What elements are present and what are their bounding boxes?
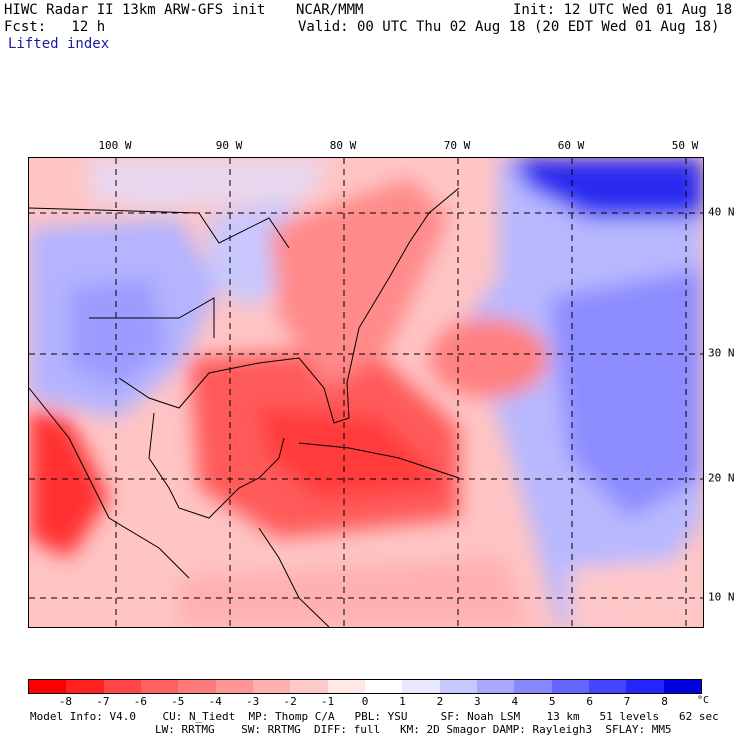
- colorbar-swatch: [514, 680, 552, 693]
- colorbar-swatch: [66, 680, 104, 693]
- colorbar-tick-label: -8: [58, 695, 73, 708]
- colorbar-unit: °C: [697, 695, 710, 706]
- colorbar: [28, 679, 702, 694]
- colorbar-tick-label: -1: [320, 695, 335, 708]
- colorbar-swatch: [588, 680, 627, 693]
- map-canvas: [29, 158, 703, 627]
- lat-label-20n: 20 N: [708, 471, 735, 485]
- colorbar-swatch: [103, 680, 141, 693]
- field-shading: [29, 158, 703, 627]
- colorbar-tick-label: -3: [246, 695, 260, 708]
- colorbar-tick-label: -4: [208, 695, 222, 708]
- colorbar-tick-label: -5: [171, 695, 185, 708]
- colorbar-swatch: [178, 680, 216, 693]
- colorbar-tick-label: 0: [361, 695, 369, 708]
- lifted-index-map: [28, 157, 704, 628]
- lat-label-30n: 30 N: [708, 346, 735, 360]
- lon-label-100w: 100 W: [98, 139, 132, 152]
- colorbar-tick-label: 2: [436, 695, 444, 708]
- lon-label-80w: 80 W: [329, 139, 357, 152]
- colorbar-tick-label: 8: [661, 695, 668, 708]
- colorbar-swatch: [364, 680, 403, 693]
- graticule: [29, 158, 703, 627]
- colorbar-swatch: [663, 680, 701, 693]
- model-info-line2: LW: RRTMG SW: RRTMG DIFF: full KM: 2D Sm…: [155, 723, 672, 736]
- colorbar-swatch: [252, 680, 291, 693]
- colorbar-tick-label: 1: [399, 695, 406, 708]
- lon-label-90w: 90 W: [215, 139, 243, 152]
- coastlines: [29, 187, 460, 627]
- colorbar-tick-label: -2: [283, 695, 297, 708]
- lon-label-70w: 70 W: [443, 139, 471, 152]
- colorbar-tick-label: 5: [548, 695, 556, 708]
- lon-label-50w: 50 W: [671, 139, 699, 152]
- colorbar-swatch: [476, 680, 515, 693]
- lon-label-60w: 60 W: [557, 139, 585, 152]
- colorbar-swatch: [626, 680, 664, 693]
- colorbar-swatch: [402, 680, 440, 693]
- init-time: Init: 12 UTC Wed 01 Aug 18: [513, 2, 733, 18]
- colorbar-swatch: [29, 680, 67, 693]
- forecast-hour: Fcst: 12 h: [4, 19, 106, 35]
- lat-label-10n: 10 N: [708, 590, 735, 604]
- colorbar-tick-label: 3: [474, 695, 481, 708]
- colorbar-swatch: [140, 680, 179, 693]
- org-label: NCAR/MMM: [296, 2, 364, 18]
- colorbar-tick-label: 4: [511, 695, 519, 708]
- valid-time: Valid: 00 UTC Thu 02 Aug 18 (20 EDT Wed …: [298, 19, 720, 35]
- colorbar-swatch: [551, 680, 589, 693]
- colorbar-tick-label: -6: [133, 695, 147, 708]
- colorbar-swatch: [215, 680, 253, 693]
- colorbar-tick-label: 7: [623, 695, 631, 708]
- lat-label-40n: 40 N: [708, 205, 735, 219]
- colorbar-tick-label: 6: [586, 695, 593, 708]
- colorbar-tick-label: -7: [96, 695, 110, 708]
- colorbar-swatch: [290, 680, 328, 693]
- colorbar-swatch: [327, 680, 365, 693]
- field-name: Lifted index: [8, 36, 110, 52]
- model-info-line1: Model Info: V4.0 CU: N_Tiedt MP: Thomp C…: [30, 710, 719, 723]
- model-title: HIWC Radar II 13km ARW-GFS init: [4, 2, 266, 18]
- colorbar-swatch: [439, 680, 477, 693]
